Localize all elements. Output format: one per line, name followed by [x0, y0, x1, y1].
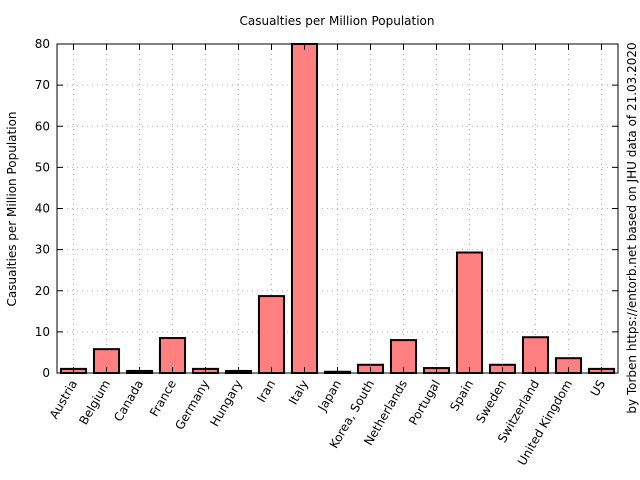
y-tick-label: 70: [35, 78, 50, 92]
bar-spain: [455, 251, 484, 374]
x-tick-label: Iran: [254, 378, 278, 405]
y-tick-label: 60: [35, 119, 50, 133]
x-tick-label: Austria: [47, 378, 80, 422]
source-credit-label: by Torben https://entorb.net based on JH…: [625, 42, 639, 413]
x-tick-label: US: [588, 378, 608, 399]
y-axis-label: Casualties per Million Population: [5, 111, 19, 306]
chart-title: Casualties per Million Population: [239, 14, 434, 28]
bar-iran: [257, 295, 286, 374]
x-tick-label: France: [147, 378, 179, 420]
x-tick-label: Japan: [315, 378, 344, 415]
x-tick-label: Hungary: [207, 378, 245, 429]
x-tick-label: Belgium: [76, 378, 113, 428]
y-tick-label: 0: [42, 366, 50, 380]
y-tick-label: 30: [35, 243, 50, 257]
x-tick-label: Spain: [447, 378, 476, 414]
grid-lines: [57, 44, 618, 373]
y-tick-label: 10: [35, 325, 50, 339]
y-tick-label: 80: [35, 37, 50, 51]
x-tick-label: Italy: [286, 378, 311, 408]
y-tick-label: 20: [35, 284, 50, 298]
y-axis-ticks: 0 10 20 30 40 50 60 70 80: [35, 37, 618, 380]
bar-italy: [290, 43, 319, 374]
x-tick-label: Portugal: [406, 378, 443, 428]
y-tick-label: 40: [35, 202, 50, 216]
x-tick-label: Canada: [111, 378, 146, 425]
x-tick-label: Sweden: [473, 378, 509, 426]
y-tick-label: 50: [35, 160, 50, 174]
